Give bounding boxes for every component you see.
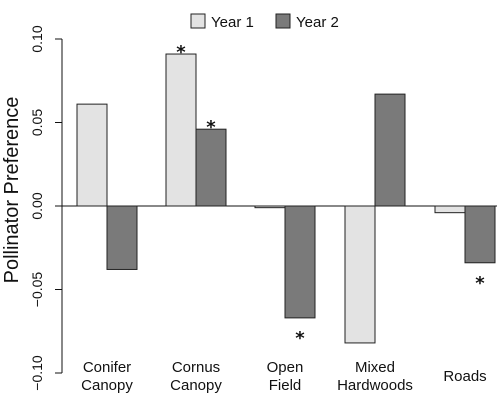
y-tick-label: 0.05: [29, 109, 45, 136]
bar-year2: [464, 205, 496, 264]
bar-year2: [195, 128, 227, 207]
significance-marker: *: [176, 42, 186, 63]
legend-swatch: [190, 13, 206, 29]
legend: Year 1 Year 2: [190, 13, 339, 31]
bar-year2: [106, 205, 138, 270]
category-label: Open: [267, 359, 304, 376]
category-labels: ConiferCanopyCornusCanopyOpenFieldMixedH…: [81, 359, 487, 394]
y-tick-label: −0.05: [29, 272, 45, 308]
significance-marker: *: [475, 273, 485, 294]
legend-swatch: [275, 13, 291, 29]
bar-year1: [344, 205, 376, 344]
legend-label: Year 2: [296, 14, 339, 31]
category-label: Hardwoods: [337, 377, 413, 394]
bars: [76, 53, 496, 344]
category-label: Canopy: [170, 377, 222, 394]
bar-year1: [165, 53, 197, 207]
significance-markers: * * * *: [176, 42, 485, 349]
category-label: Field: [269, 377, 302, 394]
bar-year1: [254, 205, 286, 209]
bar-year2: [284, 205, 316, 319]
category-label: Cornus: [172, 359, 220, 376]
significance-marker: *: [206, 117, 216, 138]
y-tick-label: −0.10: [29, 355, 45, 391]
y-tick-label: 0.00: [29, 192, 45, 219]
y-axis-title: Pollinator Preference: [1, 97, 23, 284]
y-tick-label: 0.10: [29, 25, 45, 52]
category-label: Canopy: [81, 377, 133, 394]
bar-year1: [76, 103, 108, 207]
category-label: Roads: [443, 368, 486, 385]
legend-label: Year 1: [211, 14, 254, 31]
bar-year1: [434, 205, 466, 214]
significance-marker: *: [295, 328, 305, 349]
y-axis: −0.10 −0.05 0.00 0.05 0.10: [29, 25, 63, 391]
bar-year2: [374, 93, 406, 207]
category-label: Conifer: [83, 359, 131, 376]
category-label: Mixed: [355, 359, 395, 376]
